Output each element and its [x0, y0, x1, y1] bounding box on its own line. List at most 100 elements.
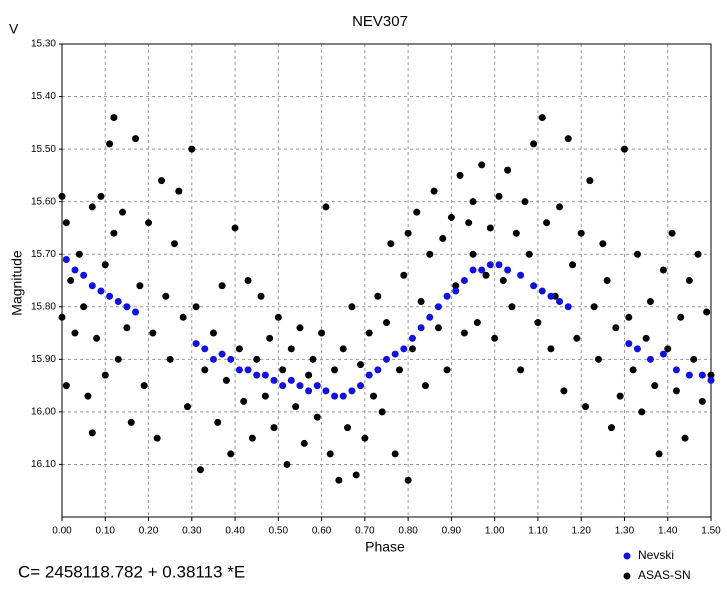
corner-label: V: [9, 21, 19, 37]
data-point: [374, 292, 382, 300]
x-tick-label: 0.90: [442, 526, 462, 537]
data-point: [421, 382, 429, 390]
data-point: [209, 329, 217, 337]
data-point: [400, 271, 408, 279]
data-point: [391, 450, 399, 458]
data-point: [391, 350, 399, 358]
data-point: [690, 355, 698, 363]
data-point: [357, 382, 365, 390]
data-point: [486, 224, 494, 232]
data-point: [677, 313, 685, 321]
data-point: [67, 277, 75, 284]
data-point: [188, 145, 196, 153]
data-point: [283, 460, 291, 468]
data-point: [629, 366, 637, 374]
data-point: [192, 340, 200, 348]
data-point: [521, 198, 529, 206]
data-point: [218, 350, 226, 358]
data-point: [97, 192, 105, 200]
data-point: [383, 319, 390, 327]
data-point: [114, 298, 122, 306]
data-point: [378, 408, 386, 416]
y-tick-label: 15.60: [31, 196, 56, 207]
data-point: [153, 434, 161, 442]
data-point: [417, 324, 425, 332]
data-point: [426, 313, 434, 321]
data-point: [287, 345, 295, 353]
data-point: [88, 429, 96, 437]
data-point: [469, 198, 477, 206]
data-point: [400, 345, 408, 353]
data-point: [240, 397, 248, 405]
data-point: [504, 266, 512, 274]
data-point: [404, 229, 412, 237]
data-point: [573, 334, 581, 342]
data-point: [564, 303, 572, 311]
data-point: [58, 313, 66, 321]
data-point: [101, 261, 109, 269]
data-point: [123, 324, 131, 332]
data-point: [603, 277, 611, 284]
data-point: [244, 277, 252, 284]
data-point: [266, 334, 274, 342]
data-point: [590, 303, 598, 311]
data-point: [395, 366, 403, 374]
data-point: [538, 114, 546, 122]
data-point: [114, 355, 122, 363]
data-point: [296, 324, 304, 332]
data-point: [166, 355, 174, 363]
data-point: [84, 392, 92, 400]
data-point: [560, 387, 568, 395]
data-point: [175, 187, 183, 195]
data-point: [253, 355, 261, 363]
data-point: [339, 392, 347, 400]
data-point: [179, 313, 187, 321]
data-point: [672, 366, 680, 374]
data-point: [577, 229, 585, 237]
data-point: [547, 345, 555, 353]
data-point: [530, 282, 538, 290]
data-point: [158, 177, 166, 185]
x-tick-label: 1.10: [528, 526, 548, 537]
data-point: [582, 403, 590, 411]
x-axis-label: Phase: [365, 539, 405, 555]
data-point: [664, 345, 672, 353]
data-point: [452, 282, 460, 290]
data-point: [707, 376, 715, 384]
data-point: [569, 261, 577, 269]
legend-label: ASAS-SN: [638, 568, 691, 582]
data-point: [646, 298, 654, 306]
data-point: [443, 292, 451, 300]
y-tick-label: 15.40: [31, 91, 56, 102]
data-point: [430, 187, 438, 195]
data-point: [651, 382, 659, 390]
data-point: [620, 145, 628, 153]
data-point: [261, 392, 269, 400]
data-point: [478, 161, 486, 169]
data-point: [564, 135, 572, 143]
data-point: [235, 366, 243, 374]
data-point: [313, 413, 321, 421]
x-tick-label: 0.60: [312, 526, 332, 537]
data-point: [248, 434, 256, 442]
data-point: [339, 345, 347, 353]
data-point: [201, 345, 209, 353]
data-point: [101, 371, 109, 379]
data-point: [313, 382, 321, 390]
data-point: [123, 303, 131, 311]
data-point: [443, 366, 451, 374]
data-point: [279, 366, 287, 374]
data-point: [71, 266, 79, 274]
data-point: [132, 135, 140, 143]
ephemeris: C= 2458118.782 + 0.38113 *E: [18, 562, 245, 581]
data-point: [201, 366, 209, 374]
chart-title: NEV307: [352, 13, 408, 30]
data-point: [465, 219, 473, 227]
data-point: [322, 203, 330, 211]
data-point: [305, 371, 313, 379]
data-point: [538, 287, 546, 295]
data-point: [599, 240, 607, 248]
data-point: [88, 282, 96, 290]
data-point: [638, 408, 646, 416]
